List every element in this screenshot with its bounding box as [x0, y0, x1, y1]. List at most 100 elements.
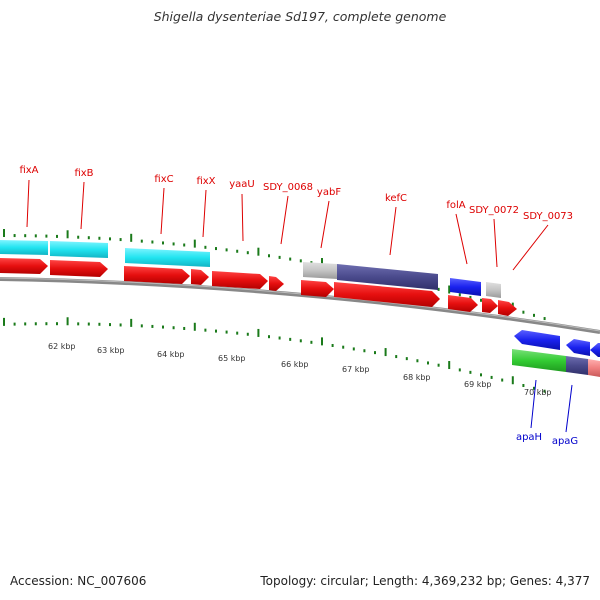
minor-tick	[24, 322, 27, 326]
map-title: Shigella dysenteriae Sd197, complete gen…	[153, 9, 447, 24]
minor-tick	[522, 384, 525, 388]
minor-tick	[140, 239, 143, 243]
minor-tick	[162, 241, 164, 245]
minor-tick	[56, 234, 58, 238]
accession-label: Accession: NC_007606	[10, 574, 147, 588]
minor-tick	[215, 329, 217, 333]
minor-tick	[278, 255, 281, 259]
minor-tick	[140, 324, 143, 328]
minor-tick	[109, 237, 111, 241]
scale-ticks-lower	[3, 317, 546, 393]
minor-tick	[236, 249, 239, 253]
genome-backbone	[0, 277, 600, 334]
minor-tick	[98, 236, 101, 240]
gene-label-yaaU[interactable]: yaaU	[229, 179, 255, 190]
major-tick	[448, 361, 451, 370]
minor-tick	[469, 370, 472, 374]
minor-tick	[469, 295, 472, 299]
gene-arrow-fixC	[124, 266, 190, 284]
gene-leader-line	[280, 195, 289, 245]
cog-block	[486, 282, 501, 298]
minor-tick	[342, 345, 345, 349]
minor-tick	[151, 240, 154, 244]
gene-label-SDY_0068[interactable]: SDY_0068	[263, 182, 313, 193]
gene-label-fixB[interactable]: fixB	[74, 168, 93, 179]
cog-block	[50, 241, 108, 258]
gene-label-yabF[interactable]: yabF	[317, 187, 341, 198]
minor-tick	[151, 324, 154, 328]
major-tick	[3, 317, 5, 326]
minor-tick	[204, 245, 207, 249]
major-tick	[130, 318, 133, 327]
minor-tick	[34, 322, 37, 326]
gene-leader-line	[565, 384, 573, 433]
gene-arrow-next	[590, 343, 600, 357]
minor-tick	[225, 330, 228, 334]
gene-label-apaG[interactable]: apaG	[552, 436, 578, 447]
gene-arrow-apaH	[514, 330, 560, 350]
gene-label-SDY_0073[interactable]: SDY_0073	[523, 211, 573, 222]
gene-label-SDY_0072[interactable]: SDY_0072	[469, 205, 519, 216]
gene-arrow-yaaU	[212, 271, 268, 289]
minor-tick	[45, 234, 48, 238]
minor-tick	[34, 234, 37, 238]
major-tick	[130, 233, 133, 242]
gene-arrow-fixX	[191, 269, 209, 285]
minor-tick	[437, 287, 440, 291]
minor-tick	[109, 323, 111, 327]
major-tick	[511, 376, 514, 385]
axis-label-kbp: 64 kbp	[157, 350, 185, 359]
major-tick	[321, 258, 323, 267]
major-tick	[193, 239, 196, 248]
axis-labels: 62 kbp 63 kbp 64 kbp 65 kbp 66 kbp 67 kbp 68 k…	[48, 342, 552, 397]
minor-tick	[480, 298, 482, 302]
cog-block	[566, 356, 588, 375]
minor-tick	[119, 238, 122, 242]
minor-tick	[331, 343, 334, 347]
cog-band-lower	[512, 349, 600, 377]
minor-tick	[246, 251, 249, 255]
major-tick	[193, 322, 196, 331]
gene-leader-line	[389, 206, 397, 256]
gene-leader-line	[26, 179, 30, 228]
gene-label-kefC[interactable]: kefC	[385, 193, 407, 204]
major-tick	[257, 247, 260, 256]
minor-tick	[480, 373, 482, 377]
minor-tick	[458, 293, 461, 297]
major-tick	[448, 285, 451, 294]
minor-tick	[246, 332, 249, 336]
minor-tick	[172, 326, 175, 330]
gene-leader-line	[493, 218, 498, 268]
major-tick	[257, 328, 260, 337]
gene-label-folA[interactable]: folA	[446, 200, 465, 211]
gene-label-fixA[interactable]: fixA	[19, 165, 38, 176]
minor-tick	[352, 347, 355, 351]
minor-tick	[87, 322, 90, 326]
minor-tick	[278, 336, 281, 340]
minor-tick	[172, 242, 175, 246]
gene-label-fixX[interactable]: fixX	[196, 176, 215, 187]
gene-label-apaH[interactable]: apaH	[516, 432, 542, 443]
axis-label-kbp: 69 kbp	[464, 380, 492, 389]
gene-track-forward	[0, 258, 517, 316]
gene-leader-line	[241, 193, 244, 242]
gene-labels-forward: fixA fixB fixC fixX yaaU SDY_0068 yabF kefC folA…	[19, 165, 573, 271]
minor-tick	[225, 248, 228, 252]
gene-labels-reverse: apaH apaG	[516, 379, 578, 447]
minor-tick	[458, 368, 461, 372]
minor-tick	[543, 389, 546, 393]
minor-tick	[395, 355, 398, 359]
gene-leader-line	[160, 187, 165, 235]
major-tick	[384, 348, 387, 357]
axis-label-kbp: 65 kbp	[218, 354, 246, 363]
minor-tick	[416, 359, 419, 363]
gene-arrow-SDY_0068	[269, 276, 284, 291]
minor-tick	[183, 243, 186, 247]
gene-arrow-SDY_0073	[498, 300, 517, 316]
cog-block	[512, 349, 566, 372]
gene-label-fixC[interactable]: fixC	[154, 174, 173, 185]
minor-tick	[533, 386, 535, 390]
minor-tick	[405, 357, 408, 361]
cog-band-upper	[0, 240, 501, 298]
